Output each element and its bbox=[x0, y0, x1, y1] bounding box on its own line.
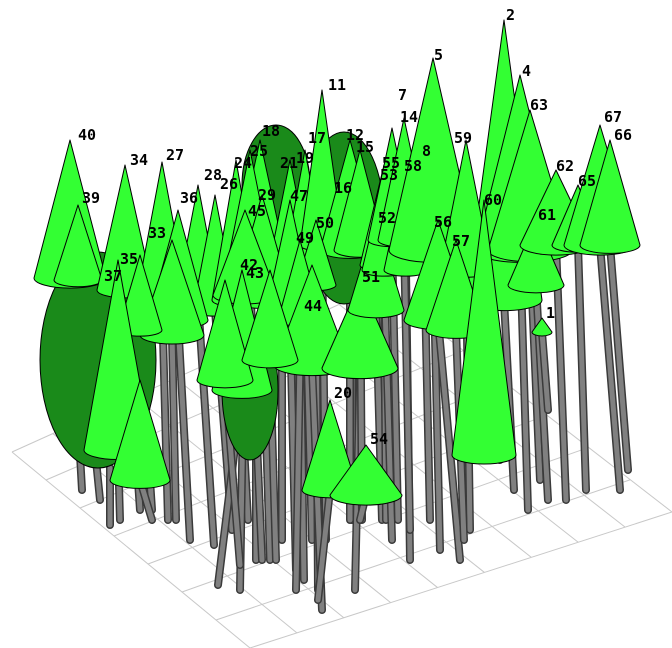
tree-label-61: 61 bbox=[538, 206, 556, 224]
tree-label-5: 5 bbox=[434, 46, 443, 64]
tree-trunk bbox=[435, 317, 463, 563]
tree-label-11: 11 bbox=[328, 76, 346, 94]
tree-label-51: 51 bbox=[362, 268, 380, 286]
tree-trunk bbox=[293, 357, 303, 593]
tree-label-50: 50 bbox=[316, 214, 334, 232]
tree-crown-cone bbox=[531, 317, 553, 337]
tree-label-28: 28 bbox=[204, 166, 222, 184]
tree-label-4: 4 bbox=[522, 62, 531, 80]
tree-label-35: 35 bbox=[120, 250, 138, 268]
grid-line bbox=[215, 479, 631, 621]
tree-trunk bbox=[533, 282, 551, 503]
tree-label-56: 56 bbox=[434, 213, 452, 231]
tree-label-67: 67 bbox=[604, 108, 622, 126]
tree-label-33: 33 bbox=[148, 224, 166, 242]
tree-crown-cone bbox=[451, 199, 517, 465]
tree-label-20: 20 bbox=[334, 384, 352, 402]
tree-label-40: 40 bbox=[78, 126, 96, 144]
tree-label-1: 1 bbox=[546, 304, 555, 322]
tree-trunk bbox=[607, 242, 631, 473]
tree-label-19: 19 bbox=[296, 149, 314, 167]
grid-line bbox=[11, 451, 251, 648]
tree-label-42: 42 bbox=[240, 256, 258, 274]
grid-line bbox=[249, 511, 672, 648]
tree-label-47: 47 bbox=[290, 187, 308, 205]
tree-label-29: 29 bbox=[258, 186, 276, 204]
tree-label-55: 55 bbox=[382, 154, 400, 172]
tree-labels-layer: 40 39 34 27 28 26 24 36 33 37 35 18 25 2… bbox=[78, 6, 632, 448]
tree-label-24: 24 bbox=[234, 154, 252, 172]
tree-label-27: 27 bbox=[166, 146, 184, 164]
tree-crown-cone bbox=[109, 379, 171, 489]
tree-trunk bbox=[175, 317, 193, 543]
tree-crown-cone bbox=[241, 269, 299, 369]
tree-trunk bbox=[597, 242, 623, 493]
tree-crown-cone bbox=[329, 444, 403, 506]
tree-label-39: 39 bbox=[82, 189, 100, 207]
tree-label-43: 43 bbox=[246, 264, 264, 282]
tree-label-60: 60 bbox=[484, 191, 502, 209]
tree-trunk bbox=[195, 297, 217, 548]
tree-label-16: 16 bbox=[334, 179, 352, 197]
tree-crown-cone bbox=[507, 219, 565, 294]
tree-label-21: 21 bbox=[280, 154, 298, 172]
tree-label-63: 63 bbox=[530, 96, 548, 114]
tree-trunk bbox=[401, 237, 413, 533]
tree-label-53: 53 bbox=[380, 166, 398, 184]
tree-label-37: 37 bbox=[104, 267, 122, 285]
tree-crown-cone bbox=[321, 281, 399, 380]
tree-trunk bbox=[169, 332, 179, 523]
tree-label-7: 7 bbox=[398, 86, 407, 104]
tree-label-59: 59 bbox=[454, 129, 472, 147]
tree-crown-cone bbox=[196, 279, 254, 389]
tree-label-57: 57 bbox=[452, 232, 470, 250]
tree-label-26: 26 bbox=[220, 175, 238, 193]
tree-label-25: 25 bbox=[250, 142, 268, 160]
tree-label-15: 15 bbox=[356, 138, 374, 156]
tree-label-2: 2 bbox=[506, 6, 515, 24]
tree-label-18: 18 bbox=[262, 122, 280, 140]
tree-label-12: 12 bbox=[346, 126, 364, 144]
tree-label-54: 54 bbox=[370, 430, 388, 448]
tree-label-17: 17 bbox=[308, 129, 326, 147]
tree-trunk bbox=[315, 487, 333, 603]
tree-trunk bbox=[575, 242, 589, 493]
tree-label-36: 36 bbox=[180, 189, 198, 207]
trees-layer bbox=[33, 19, 641, 614]
tree-label-52: 52 bbox=[378, 209, 396, 227]
tree-label-45: 45 bbox=[248, 202, 266, 220]
tree-label-8: 8 bbox=[422, 142, 431, 160]
tree-label-58: 58 bbox=[404, 157, 422, 175]
tree-label-65: 65 bbox=[578, 172, 596, 190]
tree-trunk bbox=[539, 329, 551, 413]
tree-label-44: 44 bbox=[304, 297, 322, 315]
tree-label-34: 34 bbox=[130, 151, 148, 169]
tree-label-49: 49 bbox=[296, 229, 314, 247]
tree-label-66: 66 bbox=[614, 126, 632, 144]
tree-label-14: 14 bbox=[400, 108, 418, 126]
tree-label-62: 62 bbox=[556, 157, 574, 175]
tree-crown-cone bbox=[579, 139, 641, 254]
